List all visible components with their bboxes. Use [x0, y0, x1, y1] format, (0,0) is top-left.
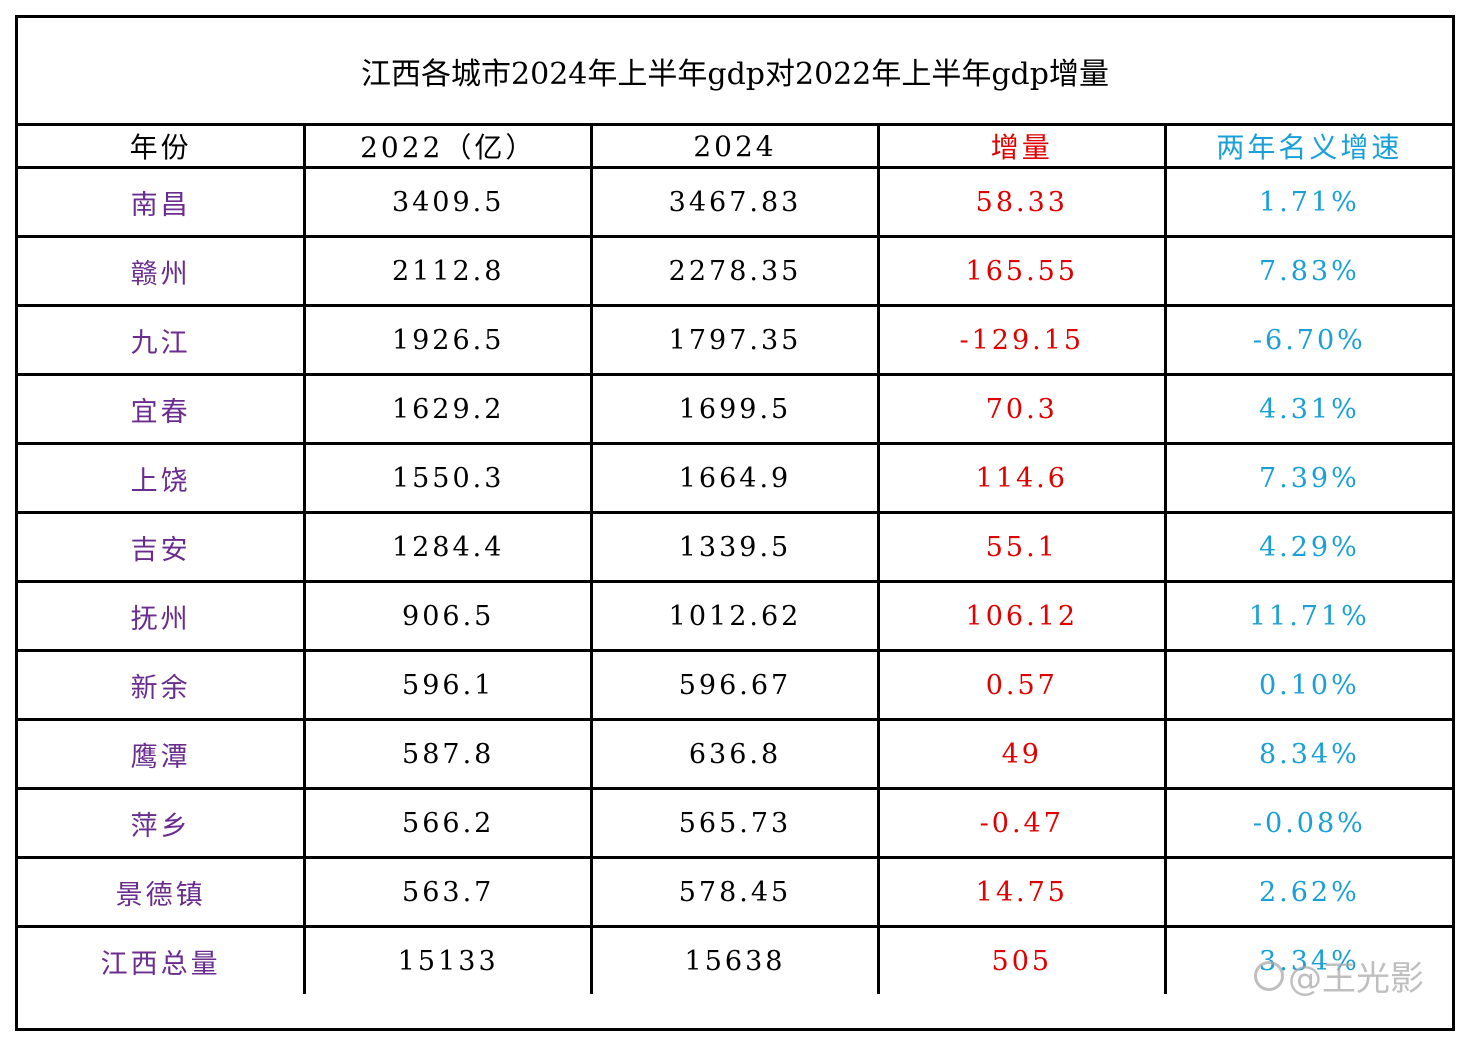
header-row: 年份 2022（亿） 2024 增量 两年名义增速	[18, 126, 1452, 169]
header-cell-growth-rate: 两年名义增速	[1163, 126, 1452, 169]
cell-city: 新余	[18, 649, 307, 721]
cell-growth-rate: 4.29%	[1163, 511, 1452, 583]
cell-city: 宜春	[18, 373, 307, 445]
cell-growth-rate: 11.71%	[1163, 580, 1452, 652]
cell-city: 吉安	[18, 511, 307, 583]
cell-growth-rate: 8.34%	[1163, 718, 1452, 790]
cell-gdp-2024: 1664.9	[590, 442, 880, 514]
cell-increase: 49	[876, 718, 1167, 790]
table-row: 江西总量 15133 15638 505 3.34%	[18, 925, 1452, 994]
cell-gdp-2024: 1797.35	[590, 304, 880, 376]
cell-gdp-2022: 563.7	[303, 856, 594, 928]
cell-gdp-2024: 2278.35	[590, 235, 880, 307]
cell-gdp-2022: 1284.4	[303, 511, 594, 583]
cell-growth-rate: 0.10%	[1163, 649, 1452, 721]
cell-increase: 106.12	[876, 580, 1167, 652]
cell-gdp-2024: 565.73	[590, 787, 880, 859]
watermark-logo-icon	[1254, 960, 1284, 991]
cell-gdp-2022: 15133	[303, 925, 594, 994]
table-row: 鹰潭 587.8 636.8 49 8.34%	[18, 718, 1452, 790]
table-row: 新余 596.1 596.67 0.57 0.10%	[18, 649, 1452, 721]
cell-growth-rate: -6.70%	[1163, 304, 1452, 376]
table-row: 上饶 1550.3 1664.9 114.6 7.39%	[18, 442, 1452, 514]
table-row: 九江 1926.5 1797.35 -129.15 -6.70%	[18, 304, 1452, 376]
cell-increase: 505	[876, 925, 1167, 994]
cell-increase: -0.47	[876, 787, 1167, 859]
table-row: 赣州 2112.8 2278.35 165.55 7.83%	[18, 235, 1452, 307]
gdp-table: 年份 2022（亿） 2024 增量 两年名义增速 南昌 3409.5 3467.8…	[18, 126, 1452, 994]
table-row: 萍乡 566.2 565.73 -0.47 -0.08%	[18, 787, 1452, 859]
header-cell-2022: 2022（亿）	[303, 126, 594, 169]
cell-gdp-2022: 906.5	[303, 580, 594, 652]
cell-gdp-2024: 1699.5	[590, 373, 880, 445]
table-row: 南昌 3409.5 3467.83 58.33 1.71%	[18, 166, 1452, 238]
cell-gdp-2022: 566.2	[303, 787, 594, 859]
cell-gdp-2024: 1339.5	[590, 511, 880, 583]
cell-gdp-2022: 3409.5	[303, 166, 594, 238]
cell-increase: 58.33	[876, 166, 1167, 238]
cell-gdp-2024: 3467.83	[590, 166, 880, 238]
cell-growth-rate: 1.71%	[1163, 166, 1452, 238]
cell-gdp-2022: 587.8	[303, 718, 594, 790]
gdp-table-sheet: 江西各城市2024年上半年gdp对2022年上半年gdp增量 年份 2022（亿…	[15, 15, 1455, 1031]
table-title: 江西各城市2024年上半年gdp对2022年上半年gdp增量	[18, 18, 1452, 126]
table-row: 宜春 1629.2 1699.5 70.3 4.31%	[18, 373, 1452, 445]
header-cell-2024: 2024	[590, 126, 880, 169]
cell-gdp-2022: 1550.3	[303, 442, 594, 514]
watermark-text: @王光影	[1288, 959, 1424, 999]
table-row: 吉安 1284.4 1339.5 55.1 4.29%	[18, 511, 1452, 583]
cell-increase: -129.15	[876, 304, 1167, 376]
cell-gdp-2024: 1012.62	[590, 580, 880, 652]
cell-city: 九江	[18, 304, 307, 376]
cell-city: 上饶	[18, 442, 307, 514]
cell-gdp-2024: 578.45	[590, 856, 880, 928]
cell-city: 南昌	[18, 166, 307, 238]
cell-increase: 14.75	[876, 856, 1167, 928]
cell-city: 鹰潭	[18, 718, 307, 790]
cell-gdp-2022: 2112.8	[303, 235, 594, 307]
cell-growth-rate: 7.39%	[1163, 442, 1452, 514]
cell-increase: 165.55	[876, 235, 1167, 307]
cell-increase: 70.3	[876, 373, 1167, 445]
cell-increase: 114.6	[876, 442, 1167, 514]
cell-city: 赣州	[18, 235, 307, 307]
cell-increase: 0.57	[876, 649, 1167, 721]
header-cell-year: 年份	[18, 126, 307, 169]
cell-city: 景德镇	[18, 856, 307, 928]
table-body: 南昌 3409.5 3467.83 58.33 1.71% 赣州 2112.8 2278.35…	[18, 166, 1452, 994]
header-cell-increase: 增量	[876, 126, 1167, 169]
cell-growth-rate: 7.83%	[1163, 235, 1452, 307]
watermark: @王光影	[1254, 951, 1424, 1000]
cell-city: 江西总量	[18, 925, 307, 994]
cell-gdp-2024: 15638	[590, 925, 880, 994]
cell-city: 萍乡	[18, 787, 307, 859]
cell-growth-rate: -0.08%	[1163, 787, 1452, 859]
cell-growth-rate: 2.62%	[1163, 856, 1452, 928]
cell-gdp-2024: 596.67	[590, 649, 880, 721]
cell-gdp-2022: 1629.2	[303, 373, 594, 445]
cell-growth-rate: 4.31%	[1163, 373, 1452, 445]
cell-gdp-2024: 636.8	[590, 718, 880, 790]
cell-city: 抚州	[18, 580, 307, 652]
cell-increase: 55.1	[876, 511, 1167, 583]
table-row: 抚州 906.5 1012.62 106.12 11.71%	[18, 580, 1452, 652]
cell-gdp-2022: 596.1	[303, 649, 594, 721]
cell-gdp-2022: 1926.5	[303, 304, 594, 376]
table-row: 景德镇 563.7 578.45 14.75 2.62%	[18, 856, 1452, 928]
